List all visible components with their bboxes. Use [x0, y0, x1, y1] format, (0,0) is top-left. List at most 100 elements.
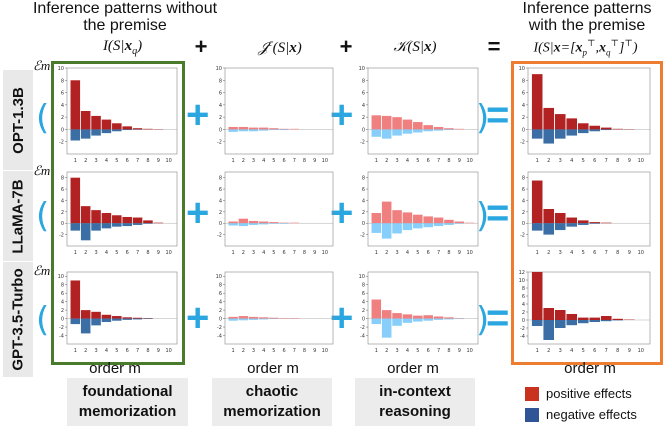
row-label-opt: OPT-1.3B	[3, 70, 33, 170]
y-tick-label-7: -2	[520, 233, 525, 239]
y-tick-label-6: 6	[362, 187, 365, 193]
bar-negative	[589, 320, 601, 322]
bar-negative	[80, 318, 91, 334]
y-tick-label-9: 10	[216, 274, 222, 280]
x-tick-label: 7	[293, 158, 296, 164]
bar-positive	[259, 317, 269, 319]
bar-positive	[132, 317, 143, 319]
x-tick-label: 2	[547, 158, 550, 164]
bar-positive	[413, 122, 423, 130]
y-tick-label-10: 2	[362, 308, 365, 314]
bar-negative	[371, 129, 382, 137]
bar-positive	[381, 201, 392, 224]
bar-negative	[444, 129, 454, 131]
bar-negative	[248, 318, 259, 320]
x-tick-label: 7	[136, 158, 139, 164]
x-tick-label: 3	[252, 348, 255, 354]
bar-negative	[238, 318, 249, 321]
bar-negative	[577, 320, 589, 324]
bar-negative	[248, 129, 259, 132]
x-tick-label: 1	[536, 348, 539, 354]
y-tick-label-0: 4	[61, 103, 64, 109]
em-label-row3: ℰm	[33, 263, 51, 278]
bar-positive	[600, 222, 612, 224]
x-tick-label: 8	[616, 250, 619, 256]
x-tick-label: 4	[406, 348, 409, 354]
y-tick-label-2: 6	[362, 91, 365, 97]
bar-positive	[554, 310, 566, 320]
bar-positive	[248, 220, 259, 224]
bar-positive	[132, 128, 143, 130]
x-tick-label: 9	[458, 250, 461, 256]
bar-positive	[566, 314, 578, 320]
x-tick-label: 5	[115, 158, 118, 164]
y-tick-label-1: 8	[219, 78, 222, 84]
x-tick-label: 4	[406, 158, 409, 164]
x-tick-label: 8	[146, 348, 149, 354]
panel-frame-11	[527, 271, 651, 345]
bar-positive	[589, 317, 601, 320]
y-tick-label-2: 2	[362, 115, 365, 121]
bar-negative	[259, 318, 269, 320]
bar-positive	[433, 126, 444, 130]
formula-with-premise: I(S|x=[xp⊤,xq⊤]⊤)	[533, 38, 638, 58]
bar-negative	[589, 223, 601, 224]
y-tick-label-9: 8	[219, 283, 222, 289]
open-paren-row3: (	[36, 300, 50, 340]
x-tick-label: 3	[252, 250, 255, 256]
y-tick-label-10: 10	[359, 274, 365, 280]
bar-positive	[454, 221, 465, 224]
x-tick-label: 4	[570, 348, 573, 354]
bar-positive	[381, 310, 392, 319]
y-tick-label-10: 4	[362, 300, 365, 306]
legend-negative-swatch	[525, 408, 539, 422]
x-tick-label: 5	[272, 348, 275, 354]
x-tick-label: 10	[166, 250, 172, 256]
y-tick-label-7: 8	[522, 176, 525, 182]
bar-negative	[132, 318, 143, 320]
y-tick-label-0: 6	[61, 91, 64, 97]
row-label-llama: LLaMA-7B	[3, 171, 33, 261]
bar-negative	[122, 129, 132, 131]
panel-frame-7	[527, 171, 651, 247]
x-tick-label: 8	[447, 158, 450, 164]
bar-negative	[554, 320, 566, 328]
bar-positive	[531, 272, 543, 320]
bar-positive	[91, 115, 101, 130]
x-tick-label: 8	[616, 348, 619, 354]
header-plus-1: +	[194, 34, 208, 59]
x-tick-label: 7	[293, 250, 296, 256]
y-tick-label-1: 2	[219, 115, 222, 121]
bar-negative	[577, 129, 589, 134]
y-tick-label-5: 0	[219, 221, 222, 227]
bar-negative	[70, 318, 81, 325]
x-tick-label: 7	[437, 250, 440, 256]
y-tick-label-6: 0	[362, 221, 365, 227]
bar-negative	[531, 129, 543, 139]
formula-chaotic: 𝒥c(S|x)	[258, 38, 302, 56]
y-tick-label-4: -2	[59, 233, 64, 239]
x-tick-label: 1	[536, 158, 539, 164]
panel-frame-3	[527, 67, 651, 155]
y-tick-label-11: -4	[520, 334, 525, 340]
y-tick-label-11: 8	[522, 286, 525, 292]
y-tick-label-9: 2	[219, 308, 222, 314]
x-tick-label: 2	[84, 158, 87, 164]
bar-negative	[566, 223, 578, 227]
y-tick-label-8: 8	[61, 283, 64, 289]
x-tick-label: 7	[605, 250, 608, 256]
x-tick-label: 8	[303, 348, 306, 354]
x-tick-label: 10	[322, 348, 328, 354]
x-tick-label: 3	[395, 348, 398, 354]
y-tick-label-4: 6	[61, 187, 64, 193]
panel-frame-8	[66, 271, 178, 345]
x-tick-label: 10	[322, 250, 328, 256]
bar-negative	[122, 318, 132, 320]
x-tick-label: 8	[303, 250, 306, 256]
x-tick-label: 10	[166, 348, 172, 354]
bar-negative	[70, 129, 81, 141]
x-tick-label: 3	[94, 250, 97, 256]
bar-positive	[70, 177, 81, 224]
x-tick-label: 3	[94, 158, 97, 164]
